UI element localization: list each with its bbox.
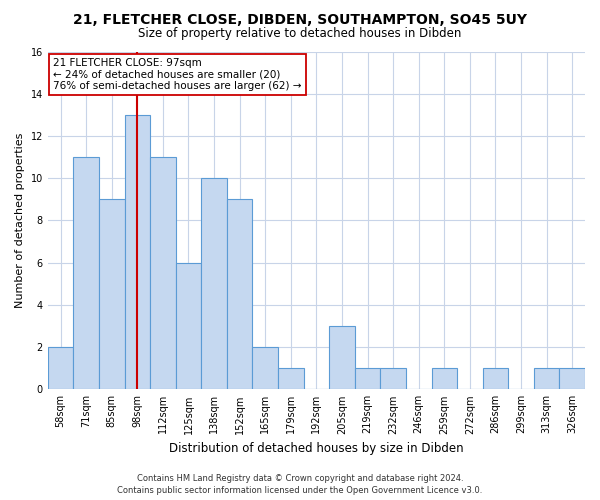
Bar — [150, 157, 176, 390]
Bar — [48, 347, 73, 390]
Bar — [380, 368, 406, 390]
Bar — [253, 347, 278, 390]
Text: 21, FLETCHER CLOSE, DIBDEN, SOUTHAMPTON, SO45 5UY: 21, FLETCHER CLOSE, DIBDEN, SOUTHAMPTON,… — [73, 12, 527, 26]
Bar — [431, 368, 457, 390]
Text: Contains HM Land Registry data © Crown copyright and database right 2024.
Contai: Contains HM Land Registry data © Crown c… — [118, 474, 482, 495]
Text: 21 FLETCHER CLOSE: 97sqm
← 24% of detached houses are smaller (20)
76% of semi-d: 21 FLETCHER CLOSE: 97sqm ← 24% of detach… — [53, 58, 301, 91]
Bar — [227, 200, 253, 390]
Y-axis label: Number of detached properties: Number of detached properties — [15, 132, 25, 308]
Bar — [201, 178, 227, 390]
Bar — [99, 200, 125, 390]
Text: Size of property relative to detached houses in Dibden: Size of property relative to detached ho… — [139, 28, 461, 40]
Bar — [278, 368, 304, 390]
Bar — [534, 368, 559, 390]
Bar — [329, 326, 355, 390]
Bar — [482, 368, 508, 390]
Bar — [73, 157, 99, 390]
Bar — [176, 262, 201, 390]
Bar — [559, 368, 585, 390]
Bar — [125, 115, 150, 390]
Bar — [355, 368, 380, 390]
X-axis label: Distribution of detached houses by size in Dibden: Distribution of detached houses by size … — [169, 442, 464, 455]
